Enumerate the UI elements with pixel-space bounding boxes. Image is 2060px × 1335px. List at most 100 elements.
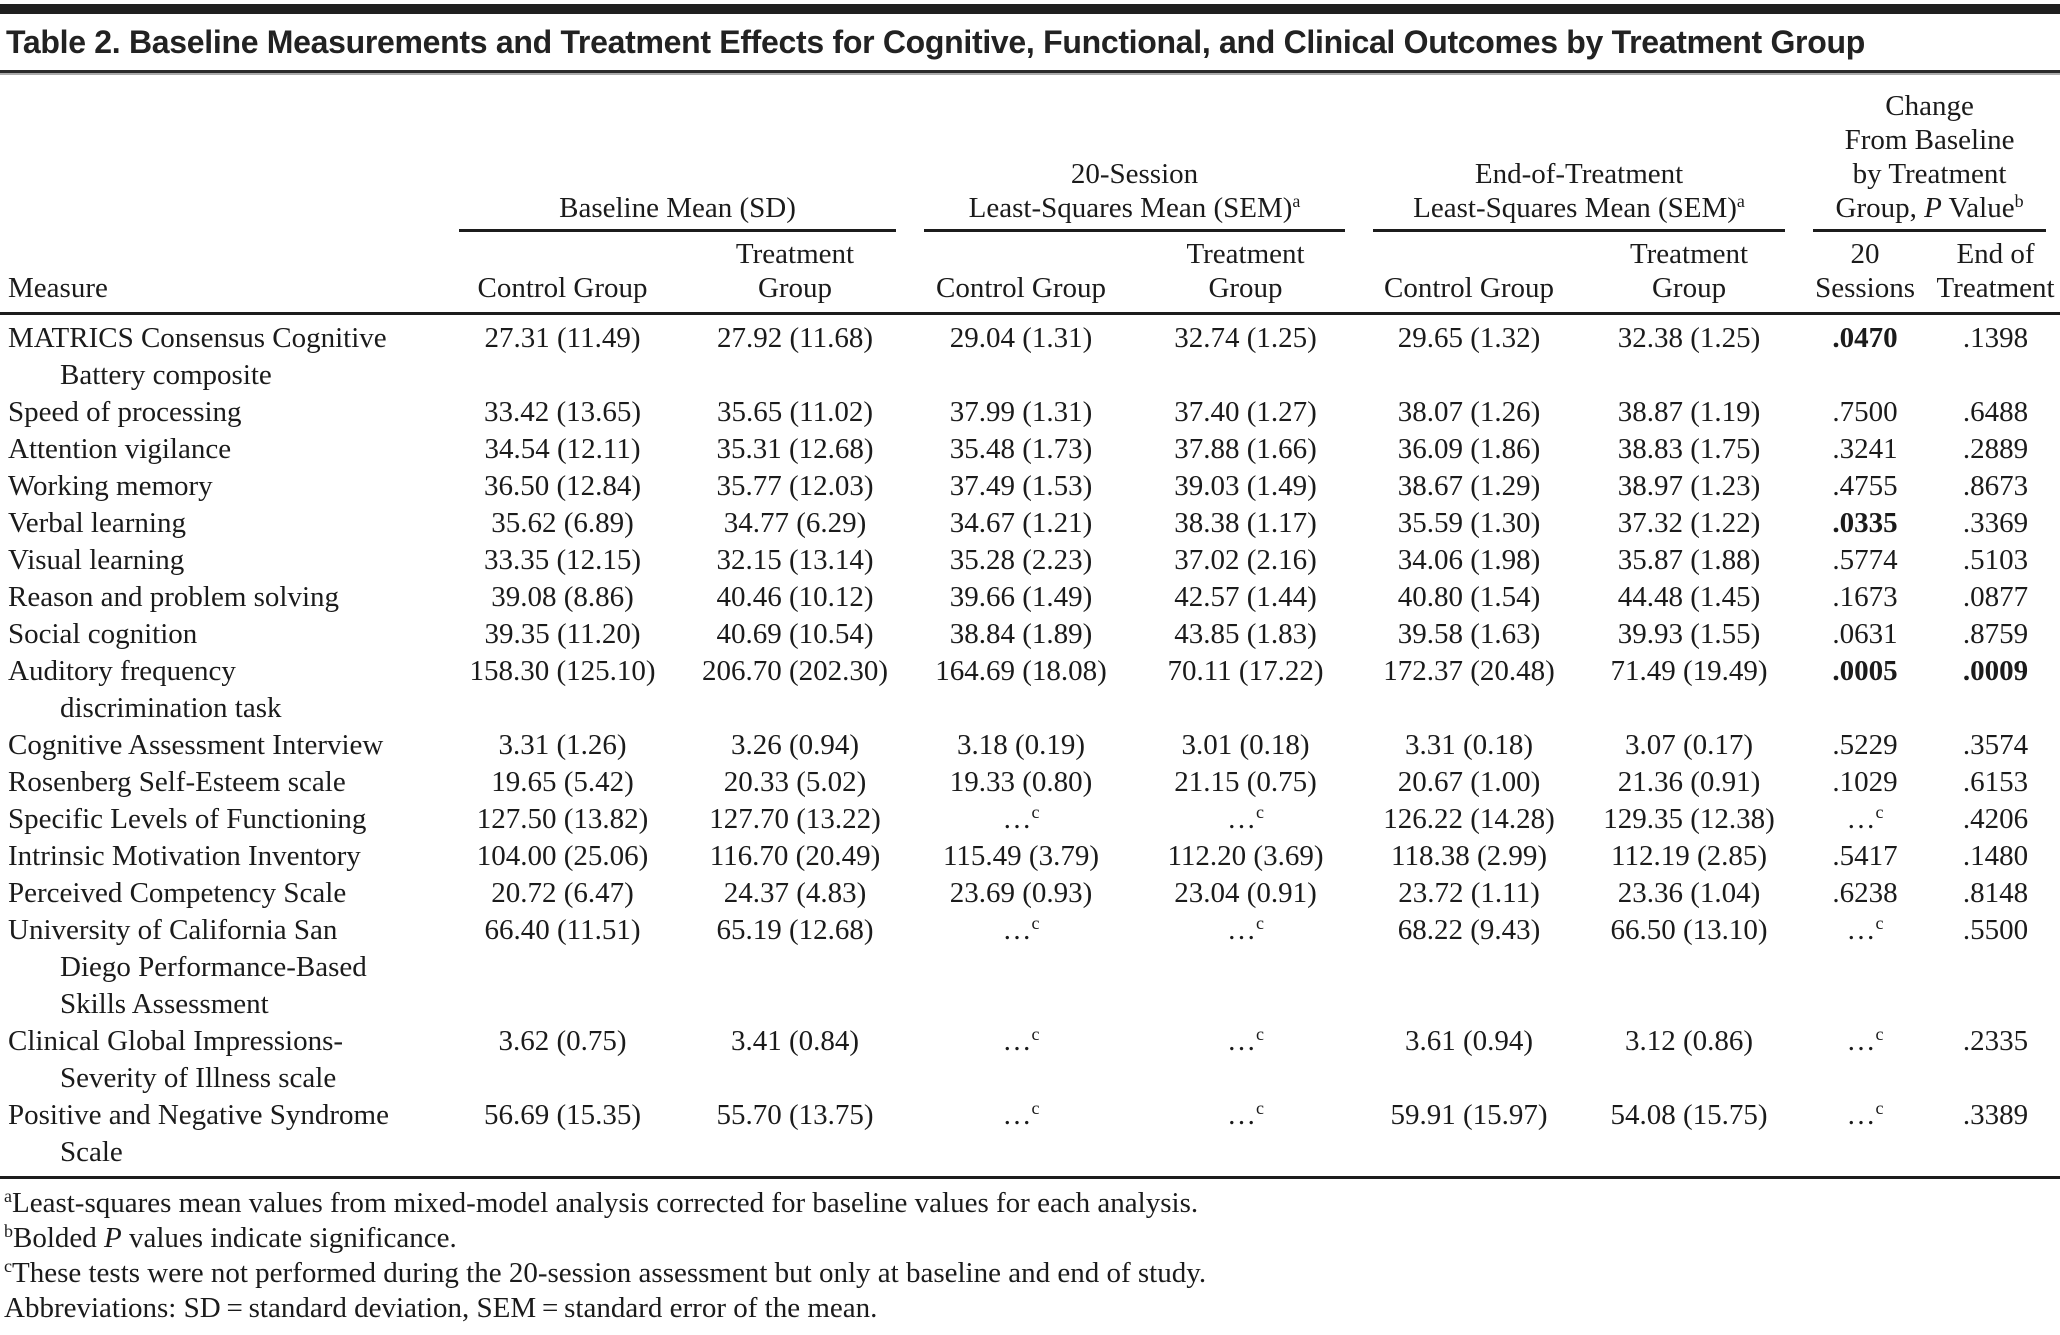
group-header: End-of-Treatment Least-Squares Mean (SEM)… bbox=[1359, 75, 1799, 232]
value-cell: 3.01 (0.18) bbox=[1181, 729, 1310, 761]
footnotes: aLeast-squares mean values from mixed-mo… bbox=[0, 1176, 2060, 1335]
value-cell: …c bbox=[1846, 1024, 1884, 1057]
value-cell: 23.69 (0.93) bbox=[949, 877, 1093, 909]
value-cell: 3.41 (0.84) bbox=[730, 1025, 860, 1057]
value-cell: 21.15 (0.75) bbox=[1174, 766, 1317, 798]
value-cell: 32.15 (13.14) bbox=[716, 544, 874, 576]
value-cell: .4755 bbox=[1832, 470, 1898, 502]
value-cell: 3.31 (0.18) bbox=[1404, 729, 1534, 761]
measure-cell: Working memory bbox=[8, 470, 213, 502]
value-cell: 38.38 (1.17) bbox=[1174, 507, 1317, 539]
value-cell: 34.54 (12.11) bbox=[484, 433, 641, 465]
column-subheader: 20 Sessions bbox=[1799, 232, 1932, 315]
value-cell: .5774 bbox=[1832, 544, 1898, 576]
value-cell: 115.49 (3.79) bbox=[943, 840, 1099, 872]
value-cell: .3369 bbox=[1962, 507, 2029, 539]
top-rule bbox=[0, 4, 2060, 14]
value-cell: 66.50 (13.10) bbox=[1610, 914, 1768, 946]
value-cell: 27.92 (11.68) bbox=[717, 322, 873, 354]
value-cell: 43.85 (1.83) bbox=[1174, 618, 1317, 650]
value-cell: 33.42 (13.65) bbox=[483, 396, 642, 428]
value-cell: …c bbox=[1002, 913, 1040, 946]
value-cell: 38.67 (1.29) bbox=[1397, 470, 1541, 502]
table-row: Attention vigilance 34.54 (12.11) 35.31 (1… bbox=[0, 431, 2060, 468]
value-cell: 40.46 (10.12) bbox=[716, 581, 874, 613]
value-cell: 38.97 (1.23) bbox=[1617, 470, 1761, 502]
table-row: Auditory frequency discrimination task 158… bbox=[0, 653, 2060, 727]
value-cell: .8148 bbox=[1962, 877, 2029, 909]
measure-cell: Positive and Negative Syndrome Scale bbox=[8, 1099, 389, 1168]
value-cell: .5417 bbox=[1832, 840, 1898, 872]
value-cell: 27.31 (11.49) bbox=[484, 322, 641, 354]
column-subheader: Control Group bbox=[1359, 232, 1580, 315]
value-cell: 3.62 (0.75) bbox=[498, 1025, 627, 1057]
value-cell: 38.83 (1.75) bbox=[1617, 433, 1761, 465]
value-cell: .1480 bbox=[1962, 840, 2029, 872]
value-cell: 172.37 (20.48) bbox=[1383, 655, 1555, 687]
value-cell: .3574 bbox=[1962, 729, 2029, 761]
value-cell: 40.69 (10.54) bbox=[716, 618, 874, 650]
value-cell: 3.26 (0.94) bbox=[730, 729, 860, 761]
value-cell: 59.91 (15.97) bbox=[1390, 1099, 1548, 1131]
value-cell: .1029 bbox=[1832, 766, 1898, 798]
value-cell: 127.50 (13.82) bbox=[476, 803, 649, 835]
value-cell: .5103 bbox=[1962, 544, 2029, 576]
column-subheader: Control Group bbox=[910, 232, 1132, 315]
value-cell: 37.02 (2.16) bbox=[1174, 544, 1317, 576]
group-header: Baseline Mean (SD) bbox=[445, 75, 910, 232]
measure-cell: Attention vigilance bbox=[8, 433, 232, 465]
value-cell: 34.77 (6.29) bbox=[723, 507, 867, 539]
value-cell: 39.66 (1.49) bbox=[949, 581, 1093, 613]
value-cell: .6238 bbox=[1832, 877, 1898, 909]
footnote: bBolded P values indicate significance. bbox=[4, 1221, 457, 1254]
measure-cell: Visual learning bbox=[8, 544, 185, 576]
value-cell: 129.35 (12.38) bbox=[1603, 803, 1775, 835]
measure-cell: Cognitive Assessment Interview bbox=[8, 729, 384, 761]
value-cell: 32.38 (1.25) bbox=[1617, 322, 1761, 354]
value-cell: .5229 bbox=[1832, 729, 1898, 761]
value-cell: 40.80 (1.54) bbox=[1397, 581, 1541, 613]
value-cell: .8759 bbox=[1962, 618, 2029, 650]
table-row: MATRICS Consensus Cognitive Battery compo… bbox=[0, 314, 2060, 395]
value-cell: 19.33 (0.80) bbox=[949, 766, 1093, 798]
value-cell: 56.69 (15.35) bbox=[483, 1099, 642, 1131]
value-cell: 38.07 (1.26) bbox=[1397, 396, 1541, 428]
value-cell: .6488 bbox=[1962, 396, 2029, 428]
group-header: 20-Session Least-Squares Mean (SEM)a bbox=[910, 75, 1359, 232]
column-subheader: End of Treatment bbox=[1931, 232, 2060, 315]
value-cell: .0335 bbox=[1832, 507, 1898, 539]
measure-cell: Speed of processing bbox=[8, 396, 242, 428]
value-cell: 3.61 (0.94) bbox=[1404, 1025, 1534, 1057]
value-cell: 37.40 (1.27) bbox=[1174, 396, 1317, 428]
value-cell: 36.50 (12.84) bbox=[483, 470, 642, 502]
table-row: Working memory 36.50 (12.84) 35.77 (12.03)… bbox=[0, 468, 2060, 505]
value-cell: 20.67 (1.00) bbox=[1397, 766, 1541, 798]
value-cell: 44.48 (1.45) bbox=[1617, 581, 1761, 613]
value-cell: 68.22 (9.43) bbox=[1397, 914, 1541, 946]
measure-cell: Social cognition bbox=[8, 618, 198, 650]
value-cell: 38.87 (1.19) bbox=[1617, 396, 1761, 428]
value-cell: 39.58 (1.63) bbox=[1397, 618, 1541, 650]
value-cell: …c bbox=[1002, 1098, 1040, 1131]
value-cell: 35.59 (1.30) bbox=[1397, 507, 1541, 539]
table-row: Cognitive Assessment Interview 3.31 (1.26… bbox=[0, 727, 2060, 764]
value-cell: .0009 bbox=[1962, 655, 2029, 687]
value-cell: .3241 bbox=[1832, 433, 1898, 465]
value-cell: …c bbox=[1002, 802, 1040, 835]
value-cell: .2335 bbox=[1962, 1025, 2029, 1057]
value-cell: …c bbox=[1227, 1024, 1264, 1057]
column-subheader: Treatment Group bbox=[1132, 232, 1360, 315]
value-cell: 54.08 (15.75) bbox=[1610, 1099, 1768, 1131]
value-cell: 35.65 (11.02) bbox=[717, 396, 873, 428]
value-cell: 29.65 (1.32) bbox=[1397, 322, 1541, 354]
measure-cell: Clinical Global Impressions- Severity of … bbox=[8, 1025, 344, 1094]
value-cell: .0631 bbox=[1832, 618, 1898, 650]
value-cell: 19.65 (5.42) bbox=[491, 766, 634, 798]
table-row: Specific Levels of Functioning 127.50 (13… bbox=[0, 801, 2060, 838]
table-row: Verbal learning 35.62 (6.89) 34.77 (6.29) 3… bbox=[0, 505, 2060, 542]
value-cell: 35.62 (6.89) bbox=[491, 507, 634, 539]
value-cell: 24.37 (4.83) bbox=[723, 877, 867, 909]
value-cell: 35.31 (12.68) bbox=[716, 433, 874, 465]
value-cell: …c bbox=[1846, 802, 1884, 835]
